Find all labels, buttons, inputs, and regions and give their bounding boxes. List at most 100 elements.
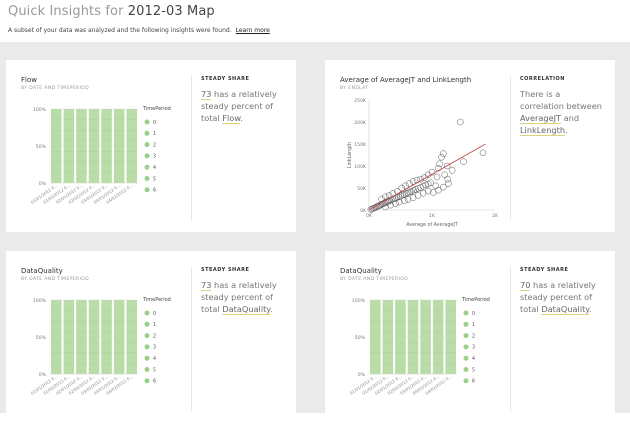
legend-dot	[463, 333, 469, 339]
insight-value[interactable]: 73	[201, 280, 212, 291]
bar	[126, 300, 137, 374]
bar	[63, 109, 75, 183]
scatter-point	[408, 188, 416, 195]
legend-label: 5	[153, 367, 156, 373]
insight-field[interactable]: DataQuality	[541, 304, 589, 315]
subtitle-text: A subset of your data was analyzed and t…	[8, 27, 232, 34]
scatter-point	[445, 180, 452, 187]
bar	[101, 300, 112, 374]
y-tick-label: 150K	[354, 142, 367, 148]
page-title: Quick Insights for 2012-03 Map	[8, 4, 215, 19]
scatter-point	[432, 182, 440, 190]
card-title: DataQuality	[340, 267, 382, 275]
insight-field[interactable]: Flow	[222, 113, 241, 124]
legend-title: TimePeriod	[461, 297, 490, 303]
bar	[63, 300, 75, 374]
scatter-point	[440, 150, 447, 157]
bar	[113, 300, 125, 374]
scatter-point	[410, 186, 417, 194]
scatter-point	[378, 195, 385, 203]
bar	[76, 300, 87, 374]
legend-label: 3	[472, 345, 475, 351]
bar	[51, 109, 62, 183]
insight-value[interactable]: 70	[520, 280, 531, 291]
y-tick-label: 50%	[36, 144, 47, 150]
card-subtitle: BY ENDLAT	[340, 86, 369, 91]
legend-title: TimePeriod	[142, 106, 171, 112]
scatter-point	[435, 186, 442, 194]
y-tick-label: 100%	[352, 298, 366, 304]
bar	[76, 109, 87, 183]
insights-canvas: Flow BY DATE AND TIMEPERIOD 100% 50% 0% 01/…	[0, 42, 630, 423]
insight-field[interactable]: DataQuality	[222, 304, 270, 315]
scatter-point	[412, 186, 419, 193]
stacked-bar-chart: 100%50%0%01/01/2012 0...01/02/2012 0...0…	[349, 297, 490, 396]
legend-label: 0	[153, 120, 156, 126]
scatter-point	[457, 118, 464, 126]
scatter-point	[397, 192, 404, 200]
y-tick-label: 0K	[360, 208, 367, 214]
insight-card-dataquality[interactable]: DataQuality BY DATE AND TIMEPERIOD 100% 5…	[6, 251, 296, 423]
card-title: Average of AverageJT and LinkLength	[340, 76, 472, 84]
insight-card-flow[interactable]: Flow BY DATE AND TIMEPERIOD 100% 50% 0% 01/…	[6, 60, 296, 232]
legend-label: 3	[153, 154, 156, 160]
insight-field-a[interactable]: AverageJT	[520, 113, 562, 124]
scatter-point	[427, 179, 434, 186]
bar	[370, 300, 381, 374]
insight-type: STEADY SHARE	[201, 76, 250, 82]
legend-label: 2	[472, 333, 475, 339]
legend-label: 6	[153, 379, 156, 385]
scatter-point	[409, 178, 417, 185]
insight-description: has a relatively steady percent of total	[201, 89, 277, 123]
x-tick-label: 2K	[492, 213, 499, 219]
legend-label: 1	[472, 322, 475, 328]
legend-dot	[144, 187, 150, 193]
y-tick-label: 0%	[358, 372, 366, 378]
legend-label: 2	[153, 333, 156, 339]
insight-card-correlation[interactable]: Average of AverageJT and LinkLength BY E…	[325, 60, 615, 232]
insight-type: STEADY SHARE	[520, 267, 569, 273]
learn-more-link[interactable]: Learn more	[235, 27, 270, 34]
insight-end: .	[588, 304, 592, 314]
insight-description: has a relatively steady percent of total	[520, 280, 596, 314]
page-subtitle: A subset of your data was analyzed and t…	[8, 27, 270, 34]
y-tick-label: 200K	[354, 120, 367, 126]
y-tick-label: 250K	[354, 98, 367, 104]
legend-label: 6	[153, 188, 156, 194]
scatter-point	[395, 198, 403, 206]
card-subtitle: BY DATE AND TIMEPERIOD	[340, 277, 409, 282]
insight-value[interactable]: 73	[201, 89, 212, 100]
scatter-point	[443, 162, 451, 170]
bar	[126, 109, 137, 183]
legend-label: 3	[153, 345, 156, 351]
bar	[407, 300, 419, 374]
scatter-point	[401, 191, 408, 198]
insight-description: has a relatively steady percent of total	[201, 280, 277, 314]
legend-dot	[144, 164, 150, 170]
card-subtitle: BY DATE AND TIMEPERIOD	[21, 86, 90, 91]
scatter-point	[382, 193, 389, 201]
scatter-point	[401, 197, 408, 205]
y-tick-label: 100%	[33, 298, 47, 304]
bar	[113, 109, 125, 183]
bar	[382, 300, 394, 374]
legend-dot	[144, 355, 150, 361]
legend-label: 6	[472, 379, 475, 385]
insight-text: 73 has a relatively steady percent of to…	[201, 88, 286, 124]
scatter-point	[438, 153, 445, 161]
card-divider	[191, 76, 192, 220]
insight-card-dataquality-2[interactable]: DataQuality BY DATE AND TIMEPERIOD 100% 5…	[325, 251, 615, 423]
scatter-point	[424, 187, 432, 195]
scatter-point	[433, 173, 441, 181]
y-tick-label: 50%	[36, 335, 47, 341]
scatter-point	[387, 201, 394, 209]
insight-lead: There is a correlation between	[520, 89, 602, 111]
legend-dot	[463, 310, 469, 316]
insight-field-b[interactable]: LinkLength	[520, 125, 566, 136]
stacked-bar-chart: 100%50%0%01/01/2012 0...01/02/2012 0...0…	[30, 297, 171, 396]
insight-panel: STEADY SHARE 70 has a relatively steady …	[520, 267, 605, 315]
insight-text: 70 has a relatively steady percent of to…	[520, 279, 605, 315]
legend-dot	[144, 142, 150, 148]
scatter-point	[386, 197, 394, 204]
legend-dot	[144, 310, 150, 316]
